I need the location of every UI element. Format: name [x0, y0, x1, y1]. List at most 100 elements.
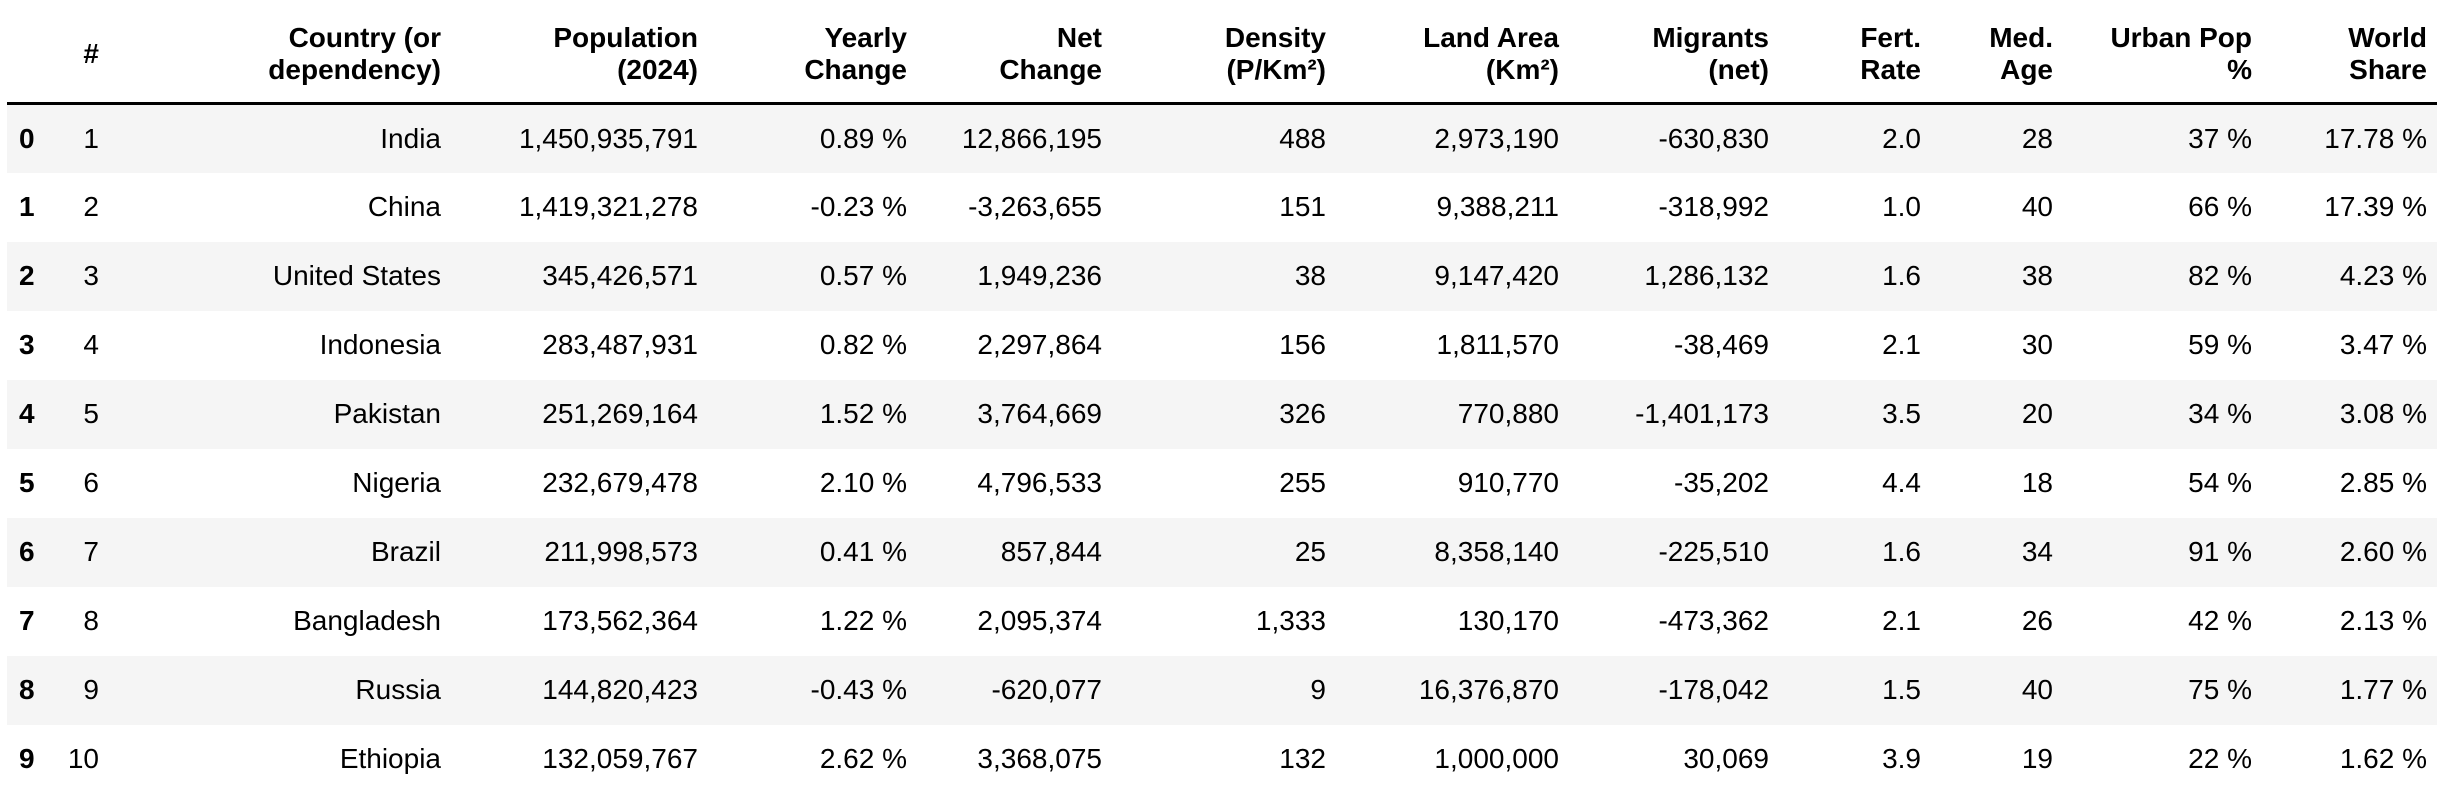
cell-fert-rate: 1.6 [1882, 536, 1921, 567]
population-table: # Country (or dependency) Population (20… [7, 8, 2437, 794]
cell-urban-pop: 59 % [2188, 329, 2252, 360]
cell-migrants: -473,362 [1658, 605, 1769, 636]
cell-population: 132,059,767 [542, 743, 698, 774]
cell-density: 1,333 [1255, 605, 1326, 636]
cell-net-change: 4,796,533 [977, 467, 1102, 498]
table-header: # Country (or dependency) Population (20… [7, 8, 2437, 105]
cell-rank: 5 [83, 398, 99, 429]
cell-urban-pop: 75 % [2188, 674, 2252, 705]
header-density: Density (P/Km²) [1112, 8, 1336, 105]
cell-fert-rate: 2.1 [1882, 329, 1921, 360]
table-row: 0 1 India 1,450,935,791 0.89 % 12,866,19… [7, 103, 2437, 173]
row-index: 4 [19, 398, 35, 429]
cell-yearly-change: 2.62 % [819, 743, 907, 774]
table-row: 3 4 Indonesia 283,487,931 0.82 % 2,297,8… [7, 311, 2437, 380]
cell-country: Indonesia [319, 329, 441, 360]
cell-density: 132 [1279, 743, 1326, 774]
row-index: 5 [19, 467, 35, 498]
cell-land-area: 8,358,140 [1434, 536, 1559, 567]
cell-fert-rate: 4.4 [1882, 467, 1921, 498]
cell-yearly-change: -0.23 % [810, 191, 908, 222]
cell-net-change: 3,764,669 [977, 398, 1102, 429]
cell-population: 1,450,935,791 [518, 122, 698, 154]
cell-migrants: 30,069 [1683, 743, 1769, 774]
cell-rank: 8 [83, 605, 99, 636]
cell-land-area: 910,770 [1457, 467, 1559, 498]
cell-country: Bangladesh [293, 605, 441, 636]
cell-land-area: 2,973,190 [1434, 122, 1559, 154]
cell-land-area: 130,170 [1457, 605, 1559, 636]
table-row: 6 7 Brazil 211,998,573 0.41 % 857,844 25… [7, 517, 2437, 587]
header-rank: # [47, 8, 109, 105]
table-row: 2 3 United States 345,426,571 0.57 % 1,9… [7, 241, 2437, 311]
table-row: 9 10 Ethiopia 132,059,767 2.62 % 3,368,0… [7, 725, 2437, 794]
header-index-blank [7, 8, 47, 105]
cell-rank: 7 [83, 536, 99, 567]
cell-med-age: 38 [2021, 260, 2053, 291]
row-index: 1 [19, 191, 35, 222]
cell-yearly-change: 0.89 % [819, 122, 907, 154]
cell-land-area: 16,376,870 [1418, 674, 1559, 705]
cell-fert-rate: 3.9 [1882, 743, 1921, 774]
cell-net-change: 857,844 [1000, 536, 1102, 567]
cell-rank: 2 [83, 191, 99, 222]
cell-population: 345,426,571 [542, 260, 698, 291]
cell-yearly-change: 1.22 % [819, 605, 907, 636]
row-index: 8 [19, 674, 35, 705]
table-row: 4 5 Pakistan 251,269,164 1.52 % 3,764,66… [7, 379, 2437, 449]
header-med-age: Med. Age [1931, 8, 2063, 105]
table-row: 8 9 Russia 144,820,423 -0.43 % -620,077 … [7, 655, 2437, 725]
cell-country: Brazil [370, 536, 441, 567]
cell-country: Ethiopia [339, 743, 441, 774]
cell-med-age: 19 [2021, 743, 2053, 774]
cell-yearly-change: 0.82 % [819, 329, 907, 360]
cell-population: 173,562,364 [542, 605, 698, 636]
cell-urban-pop: 22 % [2188, 743, 2252, 774]
cell-world-share: 2.85 % [2339, 467, 2427, 498]
cell-migrants: -1,401,173 [1635, 398, 1769, 429]
cell-density: 151 [1279, 191, 1326, 222]
cell-land-area: 1,811,570 [1436, 329, 1560, 360]
cell-country: Russia [355, 674, 441, 705]
cell-land-area: 9,147,420 [1434, 260, 1559, 291]
cell-rank: 9 [83, 674, 99, 705]
cell-migrants: -630,830 [1658, 122, 1769, 154]
row-index: 6 [19, 536, 35, 567]
cell-med-age: 28 [2021, 122, 2053, 154]
cell-population: 211,998,573 [544, 536, 698, 567]
cell-urban-pop: 91 % [2188, 536, 2252, 567]
cell-med-age: 30 [2021, 329, 2053, 360]
row-index: 0 [19, 122, 35, 154]
cell-migrants: -318,992 [1658, 191, 1769, 222]
cell-fert-rate: 1.0 [1882, 191, 1921, 222]
cell-land-area: 1,000,000 [1434, 743, 1559, 774]
cell-population: 283,487,931 [542, 329, 698, 360]
cell-migrants: -35,202 [1674, 467, 1769, 498]
cell-migrants: -38,469 [1674, 329, 1769, 360]
cell-population: 1,419,321,278 [518, 191, 698, 222]
cell-urban-pop: 66 % [2188, 191, 2252, 222]
cell-density: 488 [1279, 122, 1326, 154]
cell-urban-pop: 34 % [2188, 398, 2252, 429]
cell-rank: 3 [83, 260, 99, 291]
cell-fert-rate: 2.1 [1882, 605, 1921, 636]
cell-med-age: 26 [2021, 605, 2053, 636]
cell-density: 38 [1294, 260, 1326, 291]
header-urban-pop: Urban Pop % [2063, 8, 2262, 105]
cell-migrants: -178,042 [1658, 674, 1769, 705]
cell-fert-rate: 3.5 [1882, 398, 1921, 429]
cell-rank: 6 [83, 467, 99, 498]
table-row: 1 2 China 1,419,321,278 -0.23 % -3,263,6… [7, 173, 2437, 242]
cell-population: 232,679,478 [542, 467, 698, 498]
cell-urban-pop: 54 % [2188, 467, 2252, 498]
cell-net-change: -3,263,655 [968, 191, 1102, 222]
cell-med-age: 34 [2021, 536, 2053, 567]
cell-yearly-change: -0.43 % [810, 674, 908, 705]
cell-yearly-change: 1.52 % [819, 398, 907, 429]
cell-migrants: 1,286,132 [1644, 260, 1769, 291]
cell-world-share: 2.13 % [2339, 605, 2427, 636]
header-fert-rate: Fert. Rate [1779, 8, 1931, 105]
cell-density: 156 [1279, 329, 1326, 360]
header-migrants: Migrants (net) [1569, 8, 1779, 105]
header-country: Country (or dependency) [109, 8, 451, 105]
